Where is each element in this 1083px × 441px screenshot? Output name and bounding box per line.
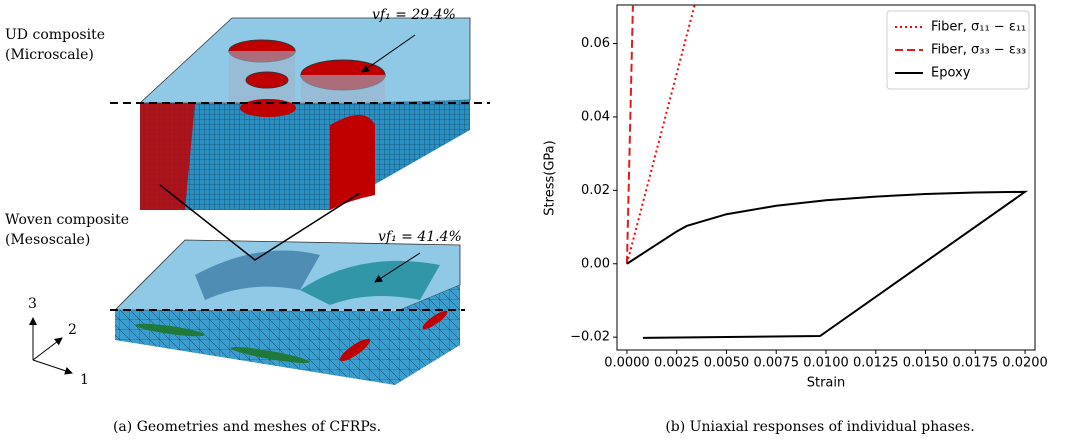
woven-vf: vf₁ = 41.4% (378, 229, 462, 245)
plot-area (625, 5, 1029, 339)
legend-label: Fiber, σ₁₁ − ε₁₁ (931, 20, 1026, 35)
x-tick-label: 0.0000 (604, 356, 650, 371)
caption-a: (a) Geometries and meshes of CFRPs. (113, 419, 381, 435)
x-axis-label: Strain (807, 376, 846, 391)
axis-3: 3 (28, 296, 37, 312)
ud-vf: vf₁ = 29.4% (372, 7, 456, 23)
annotations (29, 34, 490, 375)
x-tick-label: 0.0025 (654, 356, 700, 371)
ud-illustration (138, 17, 471, 210)
y-tick-label: 0.02 (581, 183, 610, 198)
legend-box (886, 10, 1030, 90)
axis-1: 1 (80, 372, 89, 388)
y-tick-label: 0.00 (581, 256, 610, 271)
x-tick-label: 0.0100 (803, 356, 849, 371)
woven-illustration (114, 239, 461, 385)
legend-label: Epoxy (931, 66, 971, 81)
woven-title: Woven composite (5, 212, 129, 228)
legend-label: Fiber, σ₃₃ − ε₃₃ (931, 43, 1026, 58)
caption-b: (b) Uniaxial responses of individual pha… (665, 419, 974, 435)
y-tick-label: 0.04 (581, 109, 610, 124)
y-tick-label: −0.02 (570, 330, 610, 345)
line-series (625, 5, 634, 264)
x-tick-label: 0.0050 (704, 356, 750, 371)
ud-title: UD composite (5, 27, 105, 43)
y-tick-label: 0.06 (581, 36, 610, 51)
ud-scale: (Microscale) (5, 47, 94, 63)
woven-scale: (Mesoscale) (5, 232, 90, 248)
y-axis-label: Stress(GPa) (543, 140, 558, 215)
x-tick-label: 0.0125 (853, 356, 899, 371)
x-tick-label: 0.0150 (903, 356, 949, 371)
x-tick-label: 0.0075 (753, 356, 799, 371)
axis-2: 2 (68, 322, 77, 338)
x-tick-label: 0.0175 (953, 356, 999, 371)
x-tick-label: 0.0200 (1002, 356, 1048, 371)
line-series (625, 5, 696, 265)
line-series (626, 190, 1029, 339)
